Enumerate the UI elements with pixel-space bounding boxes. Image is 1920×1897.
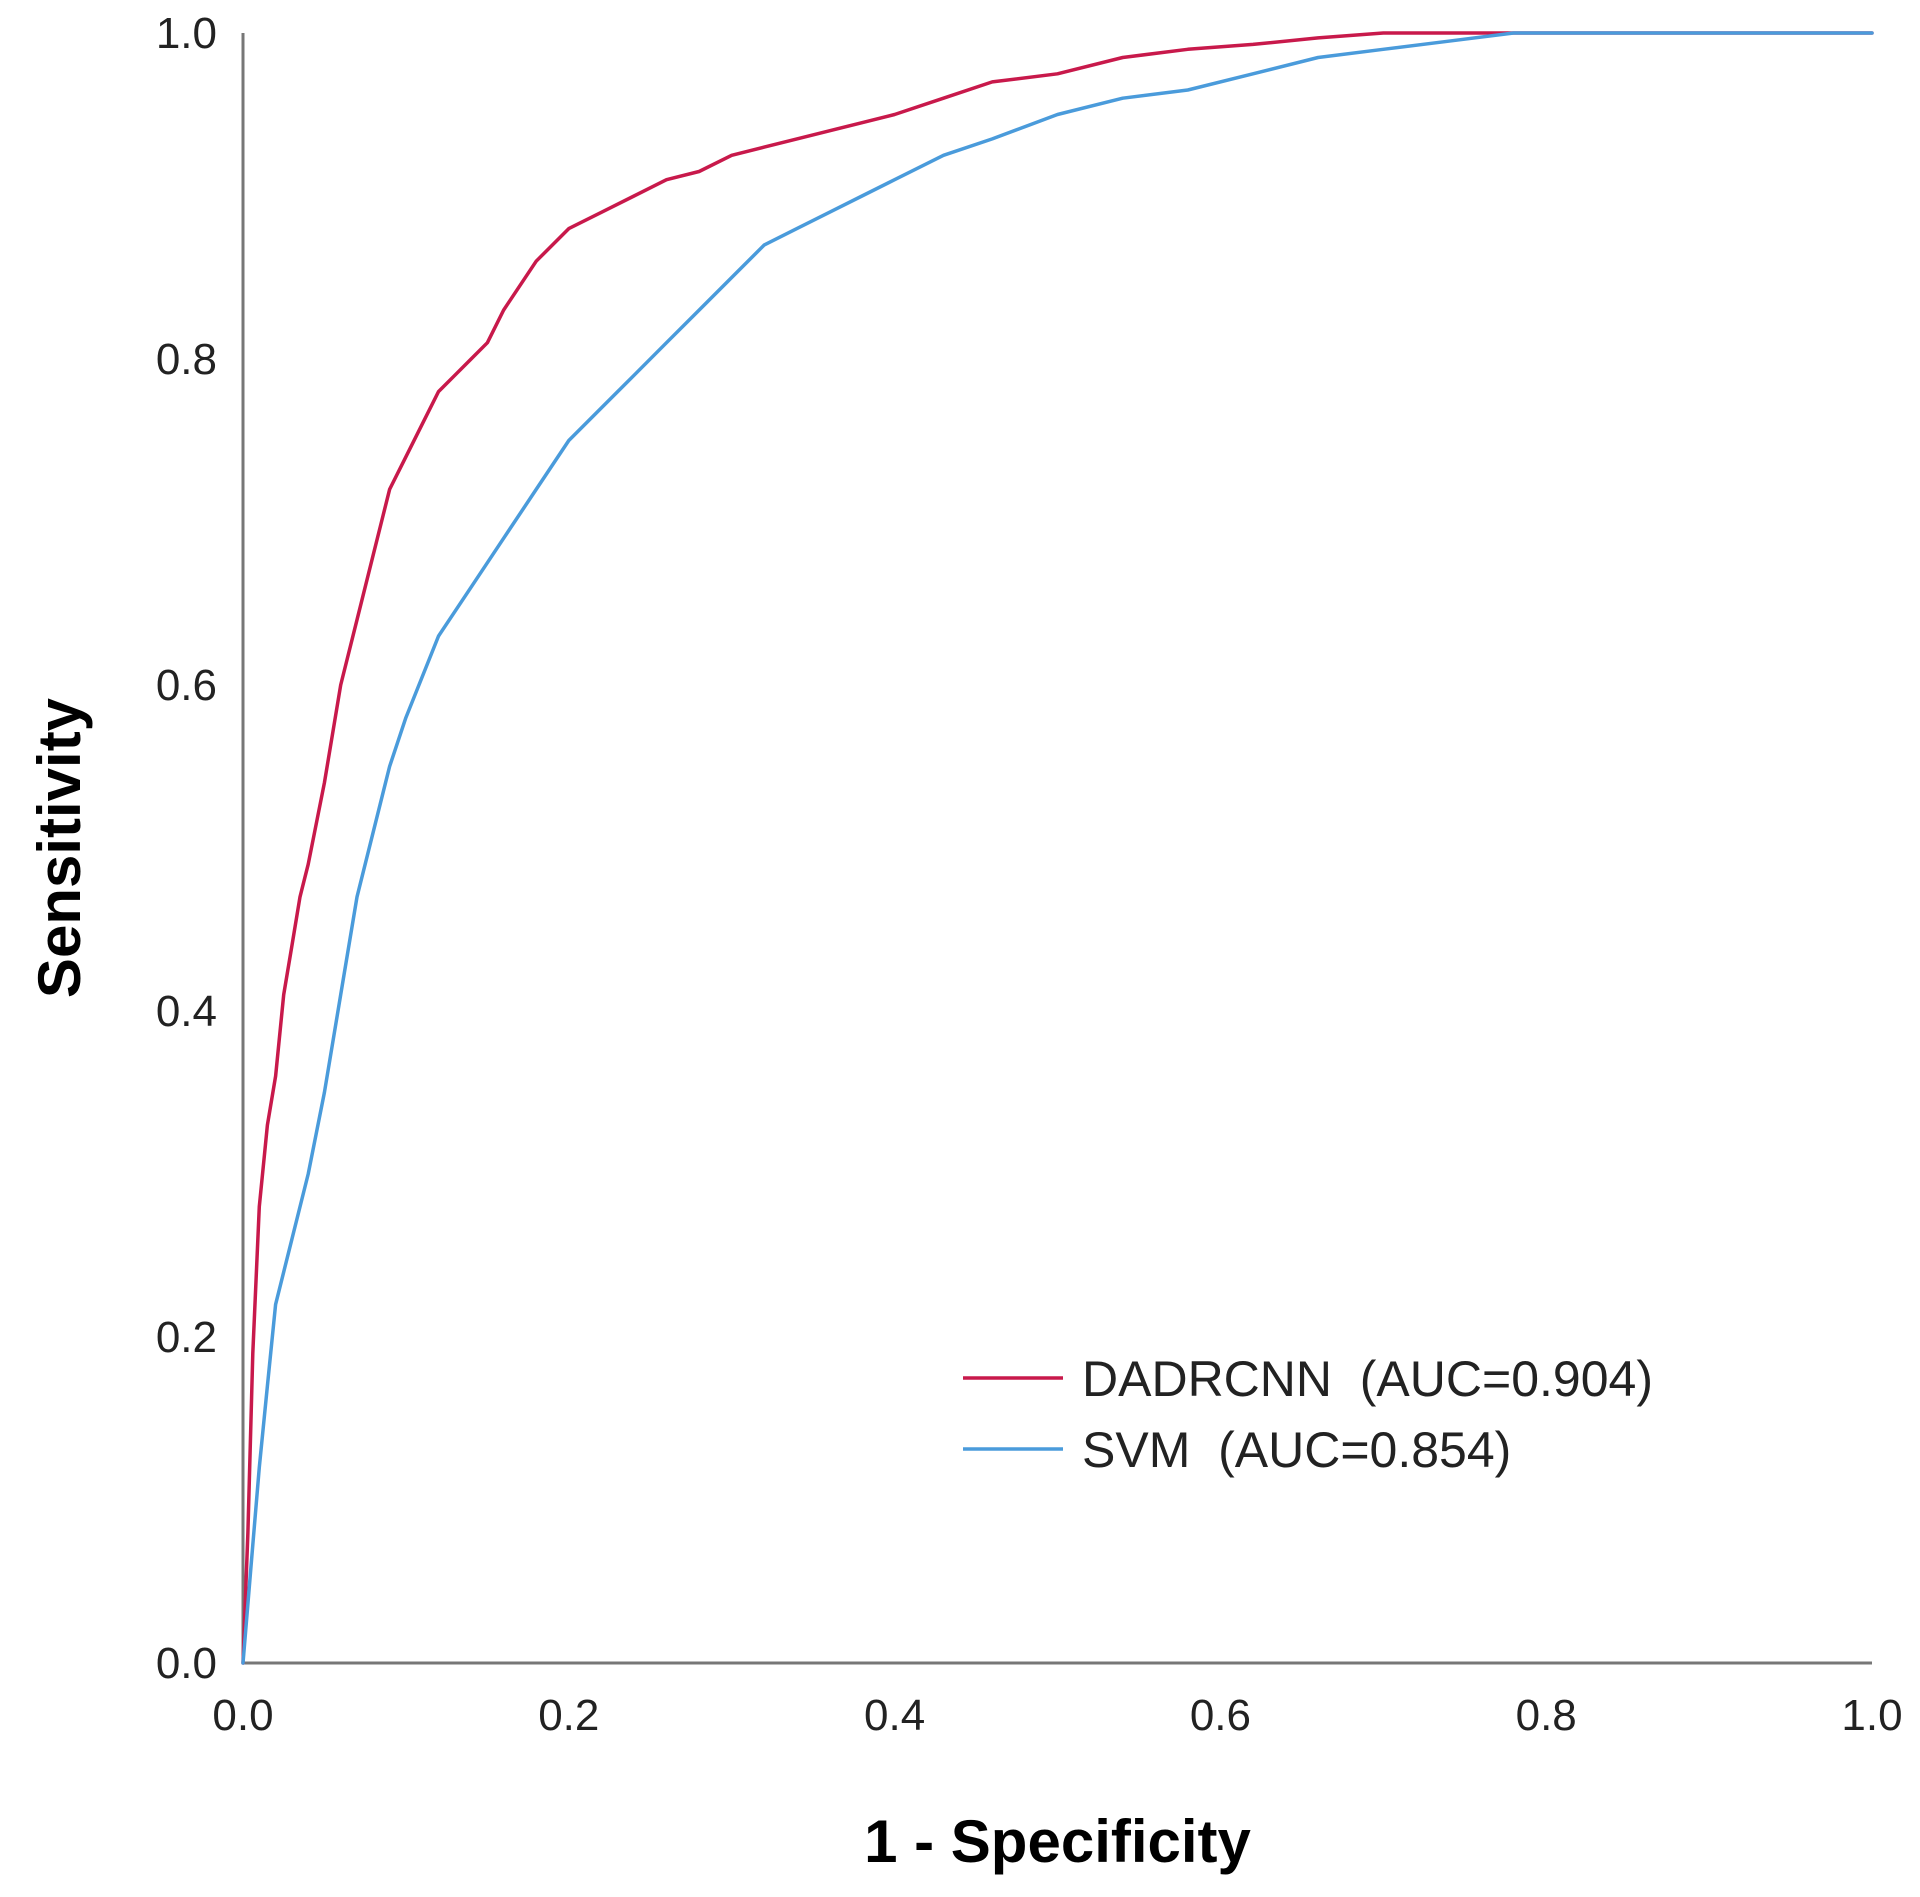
x-tick-label: 0.6 (1190, 1691, 1251, 1740)
x-axis-ticks: 0.0 0.2 0.4 0.6 0.8 1.0 (212, 1691, 1902, 1740)
legend-label-dadrcnn: DADRCNN (AUC=0.904) (1082, 1351, 1653, 1407)
legend-label-svm: SVM (AUC=0.854) (1082, 1422, 1511, 1478)
y-axis-title: Sensitivity (26, 697, 93, 998)
y-tick-label: 0.4 (156, 987, 217, 1036)
y-tick-label: 0.8 (156, 335, 217, 384)
x-tick-label: 0.2 (538, 1691, 599, 1740)
series-line-svm (241, 31, 1874, 1665)
y-tick-label: 0.0 (156, 1639, 217, 1688)
y-tick-label: 1.0 (156, 9, 217, 58)
plot-area (241, 33, 1872, 1665)
legend: DADRCNN (AUC=0.904) SVM (AUC=0.854) (963, 1351, 1653, 1478)
series-line-dadrcnn (241, 31, 1874, 1665)
x-tick-label: 1.0 (1841, 1691, 1902, 1740)
series-lines (241, 31, 1874, 1665)
x-tick-label: 0.0 (212, 1691, 273, 1740)
x-axis-title: 1 - Specificity (864, 1808, 1251, 1875)
x-tick-label: 0.8 (1516, 1691, 1577, 1740)
x-tick-label: 0.4 (864, 1691, 925, 1740)
y-axis-ticks: 0.0 0.2 0.4 0.6 0.8 1.0 (156, 9, 217, 1688)
y-tick-label: 0.6 (156, 661, 217, 710)
y-tick-label: 0.2 (156, 1313, 217, 1362)
